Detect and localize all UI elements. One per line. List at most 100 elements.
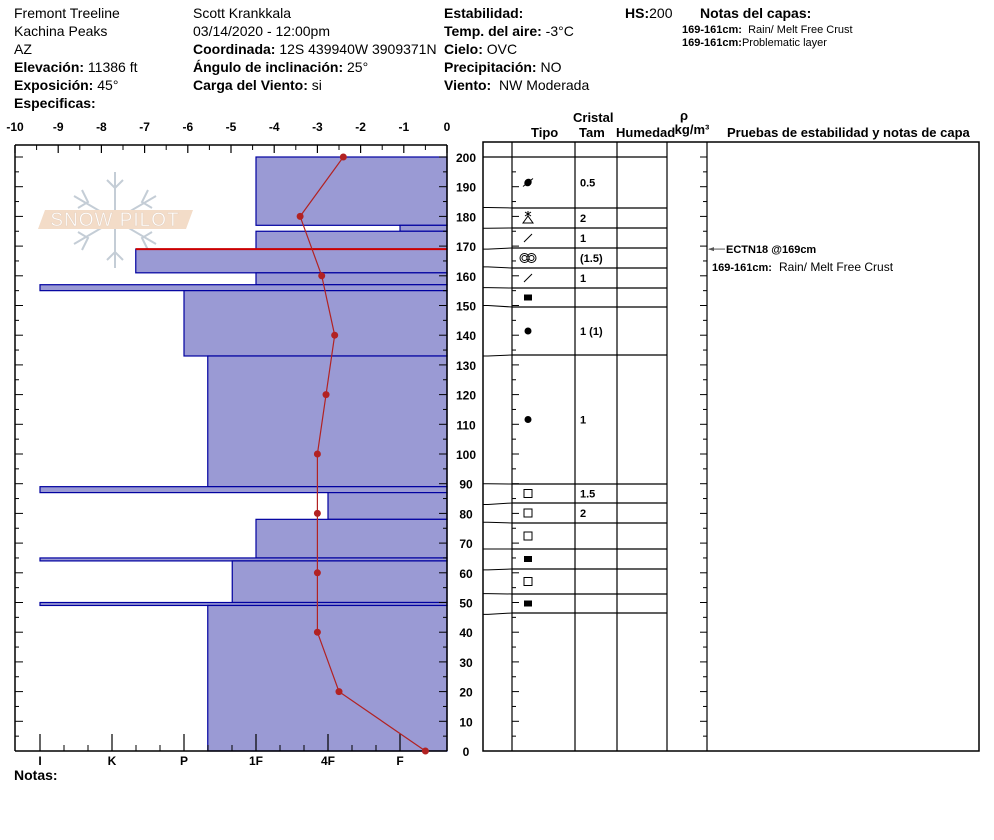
state: AZ <box>14 41 32 57</box>
layer-note-2-range: 169-161cm: <box>682 37 742 49</box>
layer-notes-label: Notas del capas: <box>700 5 812 21</box>
tipo-header: Tipo <box>531 125 558 140</box>
slope-label: Ángulo de inclinación: <box>193 59 344 75</box>
grain-size: 0.5 <box>580 178 595 190</box>
temp-tick-label: -2 <box>355 120 366 134</box>
temperature-point <box>339 153 347 161</box>
temp-tick-label: -3 <box>312 120 323 134</box>
rounded-grains-icon <box>524 416 532 423</box>
slope-value: 25° <box>347 59 369 75</box>
hardness-tick-label: F <box>396 754 403 768</box>
height-tick-label: 190 <box>456 181 476 195</box>
temperature-point <box>296 212 304 220</box>
layer-note-text: Rain/ Melt Free Crust <box>779 260 894 274</box>
temperature-point <box>322 391 330 399</box>
height-tick-label: 10 <box>459 715 473 729</box>
snowpilot-logo: SNOW PILOT <box>38 172 193 268</box>
elevation-value: 11386 ft <box>87 59 138 75</box>
mixed-forms-icon <box>524 294 532 301</box>
temp-tick-label: -4 <box>269 120 280 134</box>
temp-tick-label: -10 <box>6 120 24 134</box>
specifics-label: Especificas: <box>14 95 96 111</box>
tam-header: Tam <box>579 125 605 140</box>
surface-hoar-icon <box>522 215 534 224</box>
layer-table-frame <box>482 141 980 752</box>
height-tick-label: 200 <box>456 151 476 165</box>
layer-note-1-text: Rain/ Melt Free Crust <box>748 24 853 36</box>
height-tick-label: 180 <box>456 210 476 224</box>
depth-connector <box>483 266 513 269</box>
hardness-tick-label: I <box>38 754 41 768</box>
hardness-tick-label: 4F <box>321 754 335 768</box>
datetime: 03/14/2020 - 12:00pm <box>193 23 330 39</box>
rounded-grains-icon <box>524 327 532 335</box>
hardness-bar <box>255 272 448 286</box>
height-tick-label: 100 <box>456 448 476 462</box>
height-tick-label: 130 <box>456 359 476 373</box>
observer: Scott Krankkala <box>193 5 292 21</box>
hardness-bar <box>135 248 448 274</box>
height-tick-label: 80 <box>459 507 473 521</box>
stability-label: Estabilidad: <box>444 4 524 22</box>
hardness-bar <box>255 156 448 226</box>
sky-label: Cielo: <box>444 41 483 57</box>
tests-header: Pruebas de estabilidad y notas de capa <box>727 125 971 140</box>
hs-value: 200 <box>649 5 673 21</box>
coord-value: 12S 439940W 3909371N <box>279 41 437 57</box>
depth-connector <box>483 502 513 505</box>
aspect-value: 45° <box>97 77 119 93</box>
notes-label: Notas: <box>14 767 58 783</box>
height-tick-label: 140 <box>456 329 476 343</box>
temperature-point <box>318 272 326 280</box>
windload-label: Carga del Viento: <box>193 77 308 93</box>
hardness-bar <box>255 518 448 559</box>
hardness-tick-label: 1F <box>249 754 263 768</box>
hardness-bar <box>207 355 448 488</box>
height-tick-label: 30 <box>459 656 473 670</box>
layer-note-1-range: 169-161cm: <box>682 24 742 36</box>
test-arrowhead-icon <box>708 247 714 252</box>
height-tick-label: 20 <box>459 686 473 700</box>
depth-connector <box>483 354 513 357</box>
height-tick-label: 70 <box>459 537 473 551</box>
grain-size: (1.5) <box>580 253 603 265</box>
grain-size: 1 <box>580 273 586 285</box>
height-tick-label: 170 <box>456 240 476 254</box>
melt-forms-inner <box>521 255 528 261</box>
hs-label: HS: <box>625 5 650 21</box>
slope-angle: Ángulo de inclinación: 25° <box>193 58 368 76</box>
hardness-bar <box>231 560 448 604</box>
wind-loading: Carga del Viento: si <box>193 76 322 94</box>
air-temp: Temp. del aire: -3°C <box>444 22 574 40</box>
wind: Viento: NW Moderada <box>444 76 589 94</box>
faceted-crystals-icon <box>523 489 533 498</box>
grain-size: 1 <box>580 233 586 245</box>
wind-value: NW Moderada <box>498 77 590 93</box>
depth-connector <box>483 568 513 571</box>
faceted-crystals-icon <box>523 508 533 518</box>
height-tick-label: 60 <box>459 567 473 581</box>
hardness-bar <box>255 230 448 250</box>
logo-text: SNOW PILOT <box>50 210 179 231</box>
location-name: Fremont Treeline <box>14 5 120 21</box>
temp-tick-label: -5 <box>226 120 237 134</box>
airtemp-label: Temp. del aire: <box>444 23 542 39</box>
aspect: Exposición: 45° <box>14 76 118 94</box>
height-tick-label: 160 <box>456 270 476 284</box>
hardness-bar <box>39 284 448 292</box>
windload-value: si <box>311 77 322 93</box>
melt-forms-inner <box>528 255 535 261</box>
grain-size: 1 (1) <box>580 326 603 338</box>
depth-connector <box>483 305 513 308</box>
hardness-bar <box>183 290 448 357</box>
melt-freeze-crust-icon <box>523 273 533 283</box>
grain-size: 1 <box>580 415 586 427</box>
hardness-bar <box>327 492 448 520</box>
density-unit-header: kg/m³ <box>675 122 710 137</box>
layer-note-1: 169-161cm: Rain/ Melt Free Crust <box>682 24 853 37</box>
elevation: Elevación: 11386 ft <box>14 58 137 76</box>
humedad-header: Humedad <box>616 125 675 140</box>
temp-tick-label: -9 <box>53 120 64 134</box>
temp-tick-label: -6 <box>182 120 193 134</box>
precipitation: Precipitación: NO <box>444 58 561 76</box>
